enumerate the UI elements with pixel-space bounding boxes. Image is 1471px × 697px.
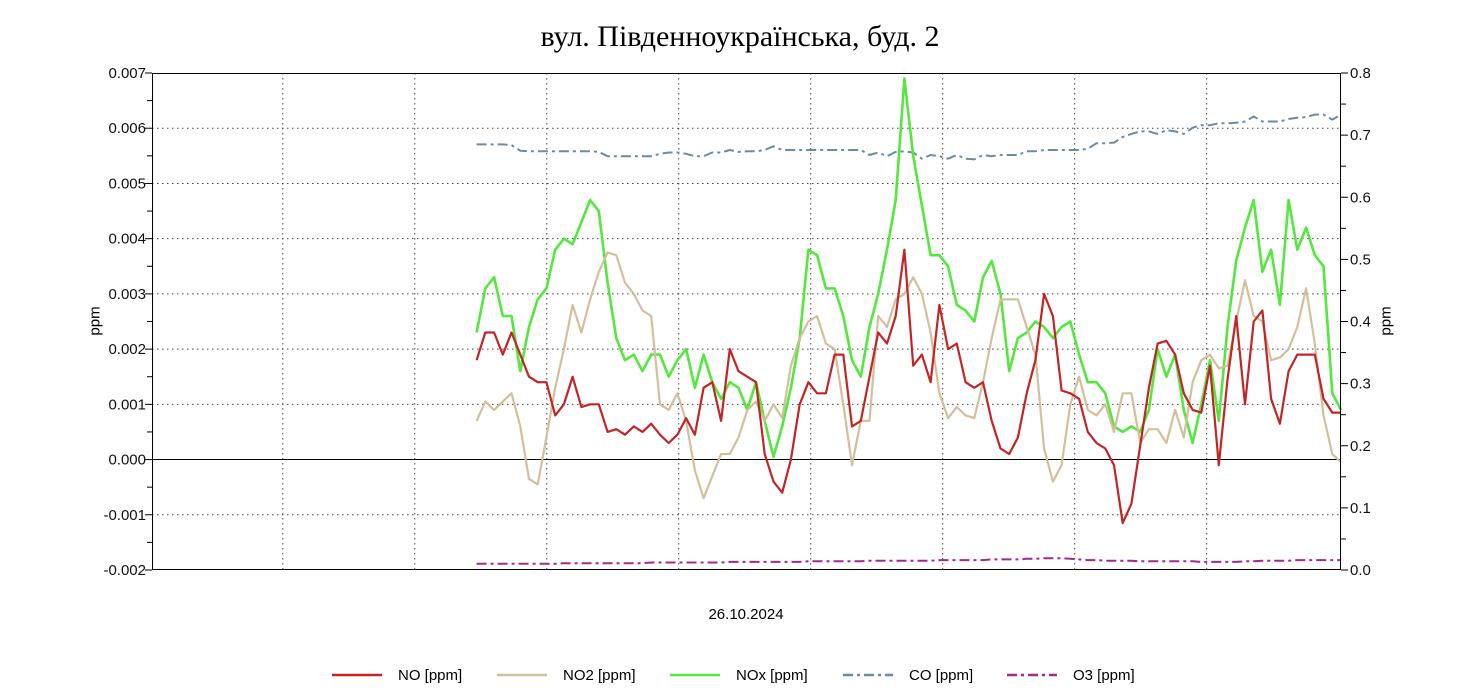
right-axis-label: ppm [1377,306,1395,336]
left-tick-label: 0.003 [108,286,146,303]
right-tick-label: 0.3 [1350,376,1371,393]
series-line-NO [475,248,1341,525]
series-line-CO [476,113,1342,161]
left-axis-label: ppm [86,306,104,336]
legend-swatch-NOx [670,673,720,677]
chart-title: вул. Південноукраїнська, буд. 2 [540,20,940,53]
legend-item-O3: O3 [ppm] [1007,666,1135,684]
legend-label: CO [ppm] [909,666,974,684]
legend-swatch-NO2 [497,673,547,677]
right-tick-label: 0.1 [1350,500,1371,517]
left-tick-label: 0.000 [108,452,146,469]
plot-frame [152,73,1341,570]
legend-swatch-NO [332,673,382,677]
left-tick-label: -0.002 [103,562,146,579]
series-line-NOx [475,77,1343,459]
left-tick-label: 0.007 [108,65,146,82]
legend-label: NO [ppm] [398,666,463,684]
left-tick-label: 0.001 [108,396,146,413]
left-tick-label: 0.006 [108,120,146,137]
right-tick-label: 0.6 [1350,189,1371,206]
x-axis-date-label: 26.10.2024 [708,606,784,623]
right-tick-label: 0.5 [1350,251,1371,268]
legend-item-NO2: NO2 [ppm] [497,666,636,684]
legend-label: NOx [ppm] [736,666,808,684]
legend-swatch-CO [843,673,893,677]
right-tick-label: 0.0 [1350,562,1371,579]
legend-swatch-O3 [1007,673,1057,677]
right-tick-label: 0.8 [1350,65,1371,82]
legend-item-NOx: NOx [ppm] [670,666,808,684]
series-line-O3 [476,557,1341,565]
left-tick-label: -0.001 [103,507,146,524]
left-tick-label: 0.005 [108,175,146,192]
legend-item-CO: CO [ppm] [843,666,974,684]
legend-label: O3 [ppm] [1073,666,1135,684]
left-tick-label: 0.004 [108,231,146,248]
right-tick-label: 0.4 [1350,314,1371,331]
legend-item-NO: NO [ppm] [332,666,463,684]
right-tick-label: 0.2 [1350,438,1371,455]
legend-label: NO2 [ppm] [563,666,636,684]
left-tick-label: 0.002 [108,341,146,358]
series-line-NO2 [475,251,1342,500]
right-tick-label: 0.7 [1350,127,1371,144]
